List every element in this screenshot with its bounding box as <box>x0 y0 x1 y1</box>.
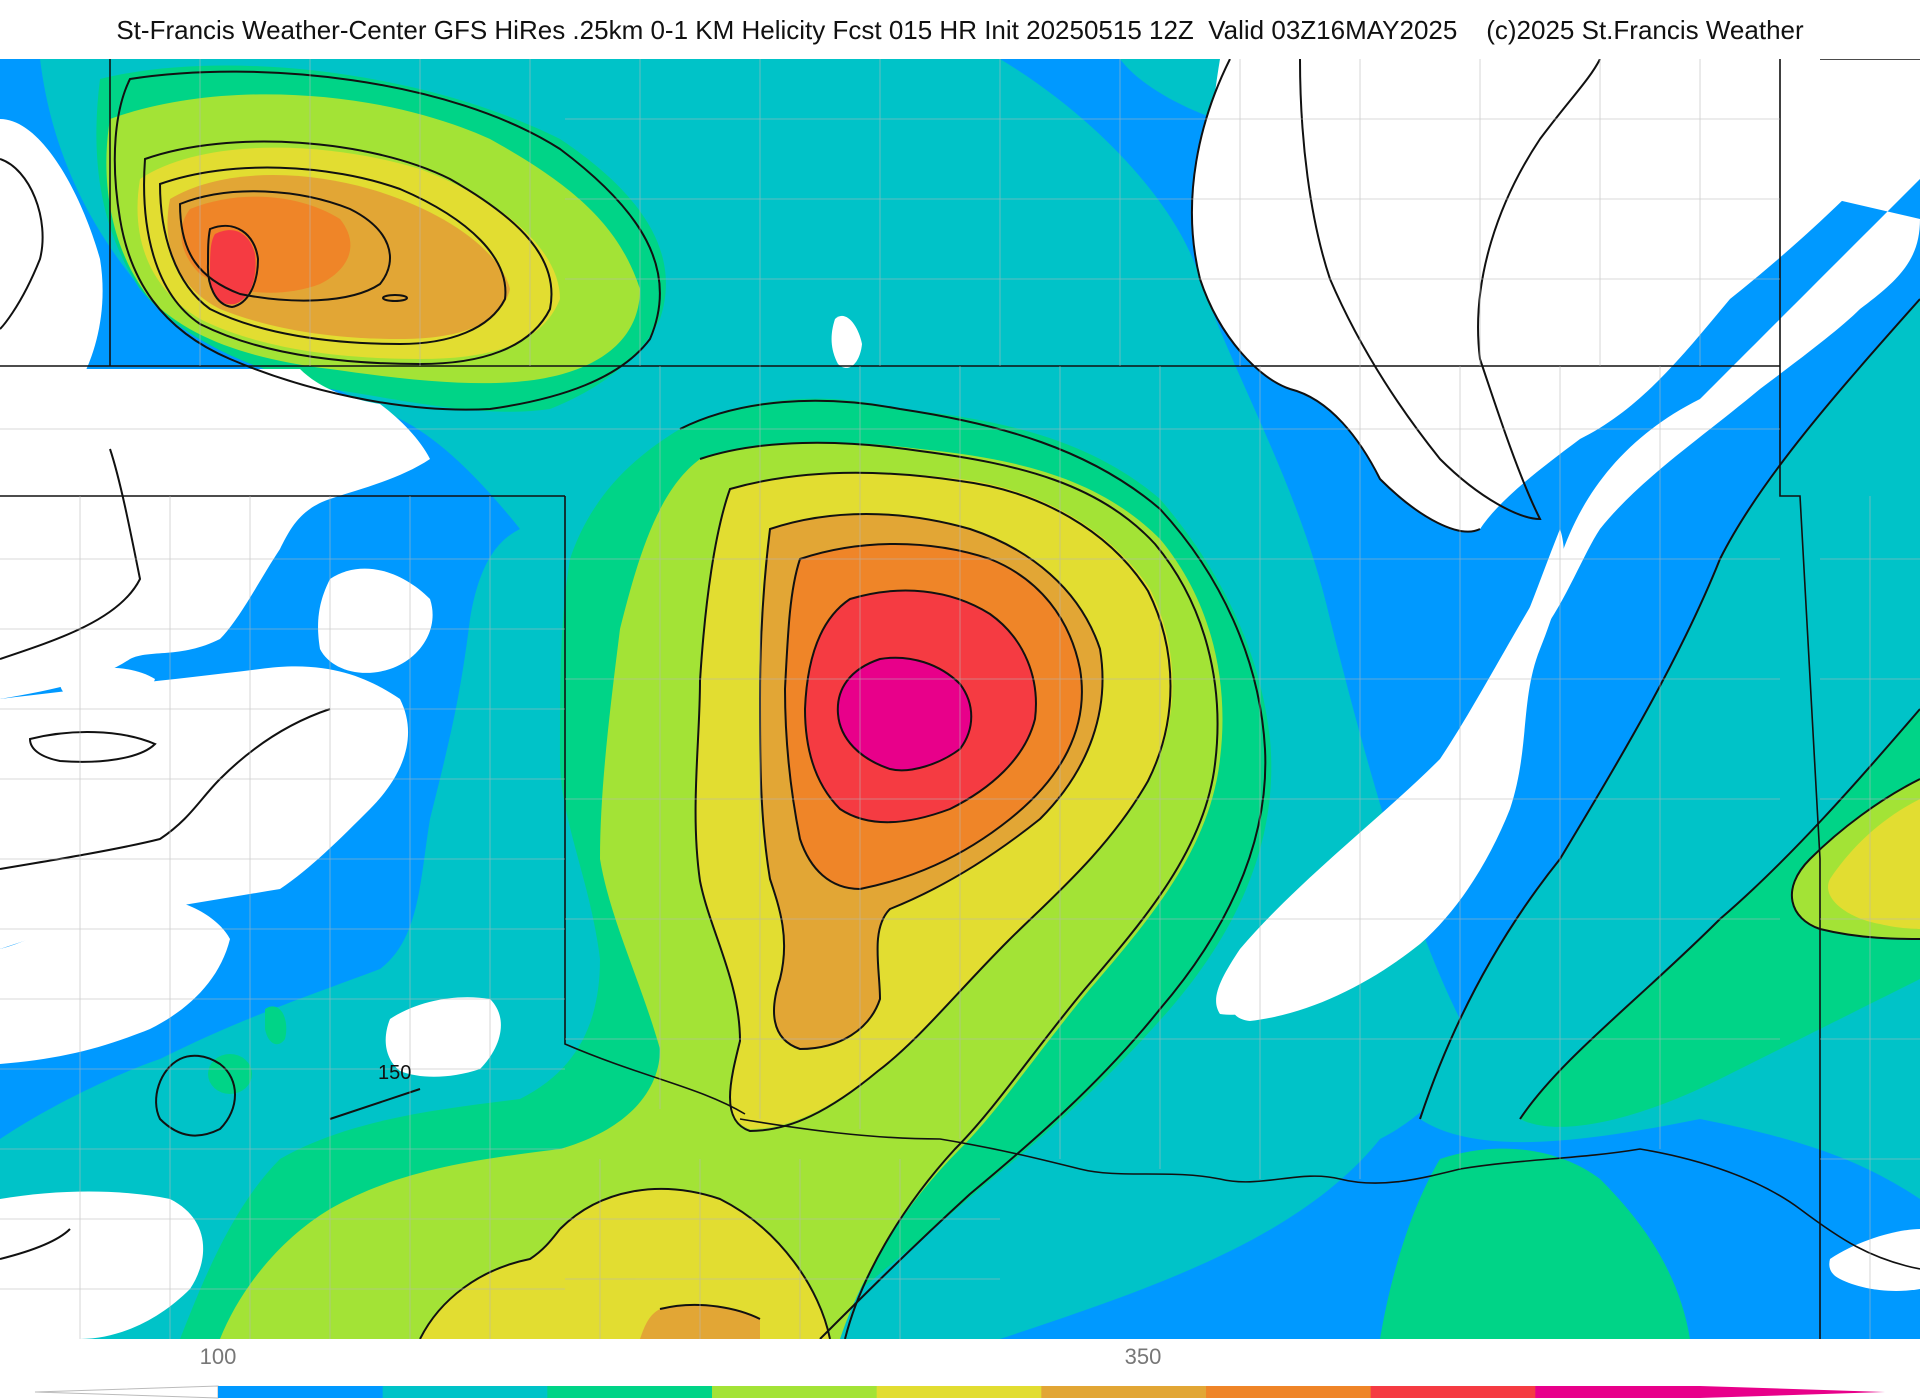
contour-label-150: 150 <box>378 1062 411 1084</box>
state-borders <box>0 59 1920 1339</box>
legend-bin <box>218 1386 384 1398</box>
legend-bin <box>876 1386 1042 1398</box>
legend-bin <box>712 1386 878 1398</box>
contour-lines <box>0 59 1920 1339</box>
legend-tick-350: 350 <box>1124 1344 1162 1369</box>
legend-bin <box>547 1386 713 1398</box>
legend-tick-100: 100 <box>199 1344 237 1369</box>
legend-arrow-below <box>34 1385 219 1399</box>
map-canvas: 150 <box>0 59 1920 1339</box>
legend-arrow-above <box>1700 1386 1885 1398</box>
legend-bin <box>1535 1386 1701 1398</box>
legend-bin <box>1206 1386 1372 1398</box>
fill-white <box>0 59 1920 1339</box>
legend-bin <box>1370 1386 1536 1398</box>
helicity-map: 150 <box>0 59 1920 1339</box>
map-title: St-Francis Weather-Center GFS HiRes .25k… <box>116 14 1804 45</box>
legend-bin <box>1041 1386 1207 1398</box>
county-lines <box>0 59 1920 1339</box>
legend-bin <box>382 1386 548 1398</box>
fill-magenta <box>837 657 972 771</box>
legend-colorbar <box>34 1385 1885 1399</box>
color-legend: 100 350 <box>0 1340 1920 1400</box>
